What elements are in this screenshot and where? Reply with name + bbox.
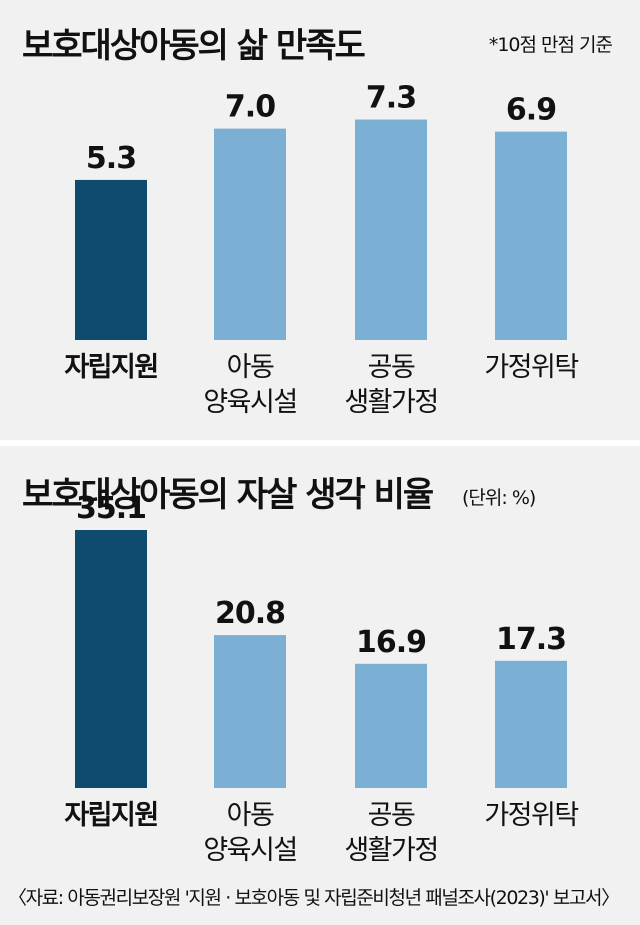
category-label: 아동 양육시설 [203, 352, 296, 418]
source-caption: 〈자료: 아동권리보장원 '지원 · 보호아동 및 자립준비청년 패널조사(20… [8, 887, 620, 909]
life-satisfaction-chart-panel: 보호대상아동의 삶 만족도 *10점 만점 기준 5.3 자립지원 7.0 아동 양육시… [0, 0, 640, 440]
bar [75, 179, 147, 340]
suicidal-thought-chart-panel: 보호대상아동의 자살 생각 비율 (단위: %) 35.1 자립지원 20.8 아동 양… [0, 455, 640, 866]
bar [75, 530, 147, 788]
category-label: 가정위탁 [484, 800, 578, 831]
category-label: 공동 생활가정 [344, 352, 437, 418]
category-label: 아동 양육시설 [203, 800, 296, 866]
bar-value-label: 7.3 [366, 81, 416, 116]
bar [355, 663, 427, 788]
category-label: 자립지원 [64, 352, 157, 383]
bar [355, 119, 427, 340]
chart-title: 보호대상아동의 자살 생각 비율 [22, 475, 434, 515]
bar-value-label: 35.1 [76, 491, 146, 526]
suicidal-thought-bar-chart: 35.1 자립지원 20.8 아동 양육시설 16.9 공동 생활가정 17.3 가정위탁 [64, 491, 580, 866]
chart-title: 보호대상아동의 삶 만족도 [22, 26, 366, 66]
category-label: 공동 생활가정 [344, 800, 437, 866]
category-label: 가정위탁 [484, 352, 578, 383]
bar-value-label: 20.8 [215, 596, 285, 631]
bar [214, 635, 286, 788]
category-label: 자립지원 [64, 800, 157, 831]
chart-note: *10점 만점 기준 [488, 34, 613, 56]
bar [495, 660, 567, 788]
section-divider [0, 440, 640, 446]
bar-value-label: 16.9 [356, 625, 426, 660]
bar-value-label: 6.9 [506, 93, 556, 128]
bar [214, 128, 286, 340]
bar-value-label: 7.0 [225, 90, 275, 125]
bar-value-label: 17.3 [496, 622, 566, 657]
bar [495, 131, 567, 340]
life-satisfaction-bar-chart: 5.3 자립지원 7.0 아동 양육시설 7.3 공동 생활가정 6.9 가정위탁 [64, 81, 580, 418]
bar-value-label: 5.3 [86, 141, 136, 176]
chart-unit-note: (단위: %) [462, 487, 536, 509]
